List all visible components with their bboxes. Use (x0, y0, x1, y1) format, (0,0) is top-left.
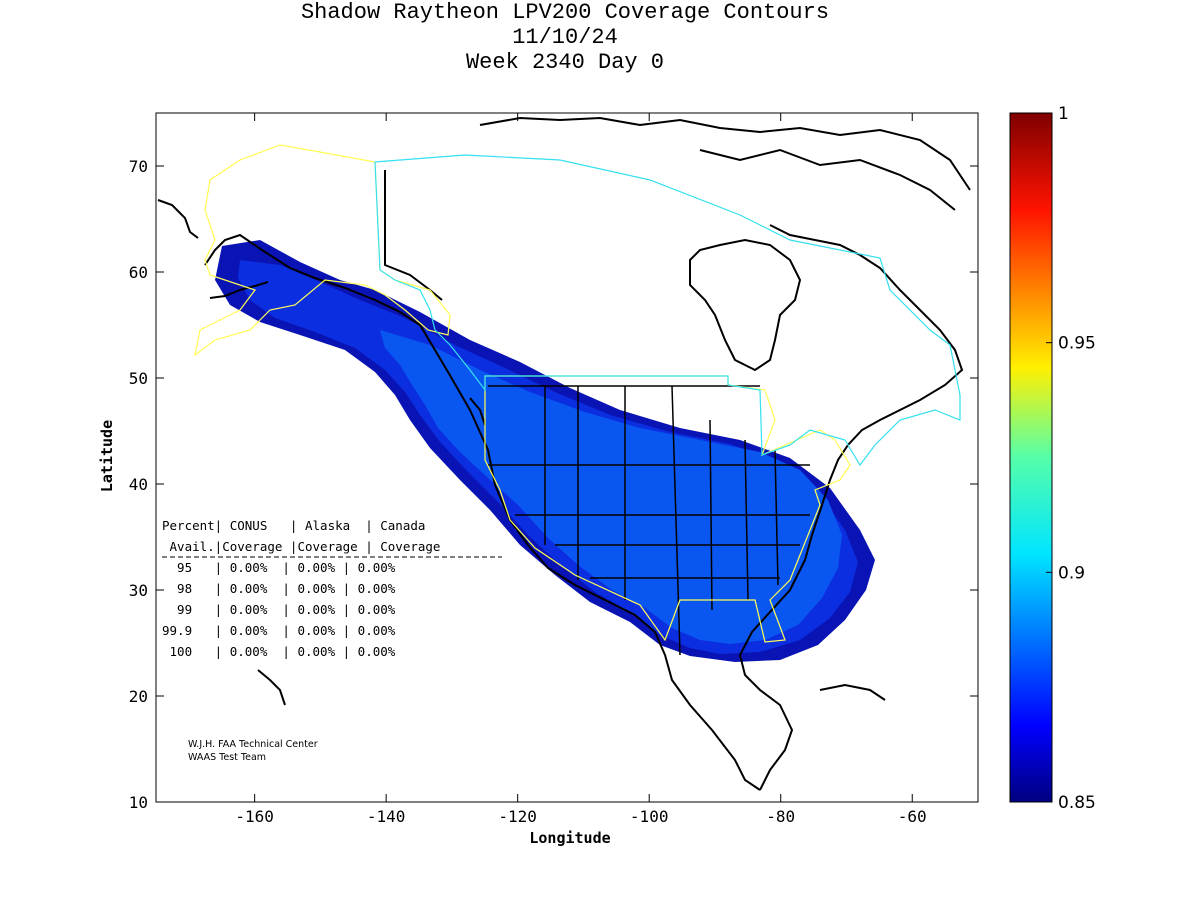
table-header-1: Percent| CONUS | Alaska | Canada (162, 518, 425, 533)
table-row: 98 | 0.00% | 0.00% | 0.00% (162, 581, 396, 596)
credit-line-1: W.J.H. FAA Technical Center (188, 739, 318, 750)
colorbar (1009, 112, 1053, 803)
y-tick-label: 50 (129, 369, 148, 388)
colorbar-tick-label: 1 (1058, 104, 1069, 124)
table-row: 99 | 0.00% | 0.00% | 0.00% (162, 602, 396, 617)
title-line-2: 11/10/24 (512, 25, 618, 50)
coverage-band-inner (380, 330, 842, 644)
title-line-3: Week 2340 Day 0 (465, 50, 665, 75)
title-line-1: Shadow Raytheon LPV200 Coverage Contours (300, 0, 830, 25)
y-tick-label: 20 (129, 687, 148, 706)
canada-service-boundary (374, 154, 961, 467)
x-tick-label: -60 (898, 807, 927, 826)
y-tick-label: 40 (129, 475, 148, 494)
x-tick-label: -120 (498, 807, 537, 826)
y-axis-ticks: 70 60 50 40 30 20 10 (129, 157, 978, 812)
credit-line-2: WAAS Test Team (188, 752, 266, 763)
y-tick-label: 10 (129, 793, 148, 812)
chart-title: Shadow Raytheon LPV200 Coverage Contours… (0, 0, 1130, 75)
y-axis-label: Latitude (98, 420, 116, 492)
table-row: 99.9 | 0.00% | 0.00% | 0.00% (162, 623, 396, 638)
conus-service-boundary (484, 375, 851, 643)
table-row: 95 | 0.00% | 0.00% | 0.00% (162, 560, 396, 575)
x-axis-ticks: -160 -140 -120 -100 -80 -60 (235, 113, 927, 826)
table-row: 100 | 0.00% | 0.00% | 0.00% (162, 644, 396, 659)
x-axis-label: Longitude (529, 829, 610, 847)
x-tick-label: -100 (630, 807, 669, 826)
plot-frame (155, 112, 979, 803)
x-tick-label: -80 (766, 807, 795, 826)
coverage-stats-table: Percent| CONUS | Alaska | Canada Avail.|… (162, 518, 502, 659)
x-tick-label: -160 (235, 807, 274, 826)
x-tick-label: -140 (367, 807, 406, 826)
table-header-2: Avail.|Coverage |Coverage | Coverage (162, 539, 440, 554)
colorbar-tick-label: 0.85 (1058, 793, 1096, 813)
y-tick-label: 30 (129, 581, 148, 600)
colorbar-tick-label: 0.95 (1058, 334, 1096, 354)
y-tick-label: 70 (129, 157, 148, 176)
state-boundaries (488, 385, 810, 656)
y-tick-label: 60 (129, 263, 148, 282)
map-layers (157, 116, 971, 791)
colorbar-tick-label: 0.9 (1058, 563, 1085, 583)
colorbar-ticks: 1 0.95 0.9 0.85 (1046, 104, 1096, 813)
